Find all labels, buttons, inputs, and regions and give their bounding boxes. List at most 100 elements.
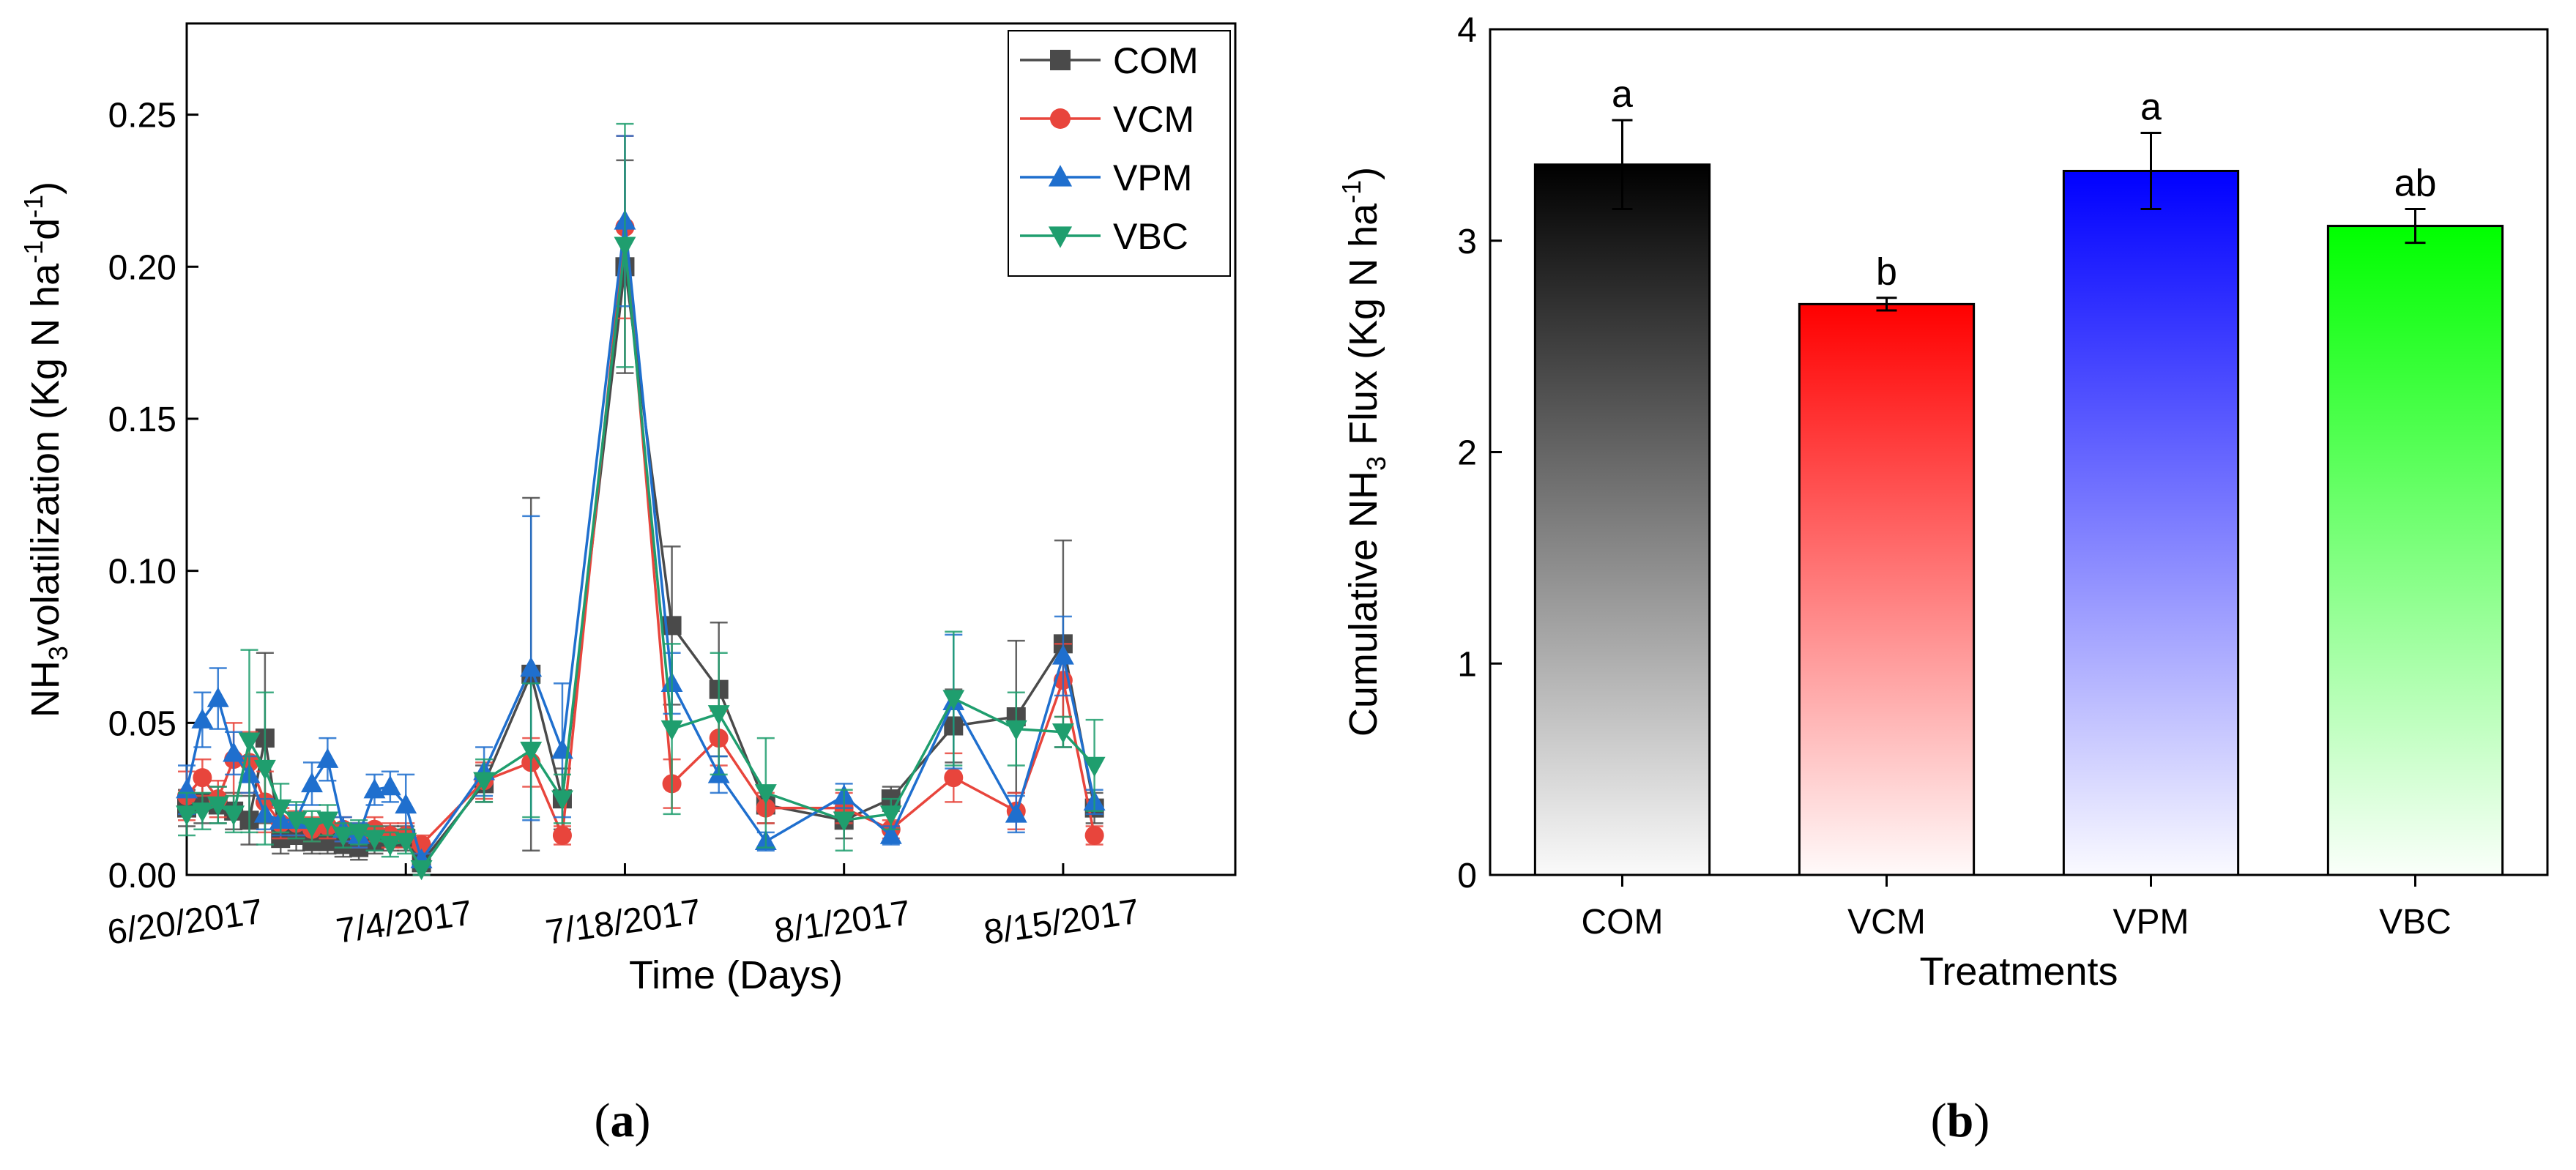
y-tick-label-a: 0.20 bbox=[108, 248, 176, 287]
y-tick-label-a: 0.15 bbox=[108, 400, 176, 439]
x-axis-b: COM VCM VPM VBC bbox=[1582, 875, 2452, 942]
y-axis-b: 0 1 2 3 4 bbox=[1457, 11, 1502, 895]
data-point-vpm bbox=[1005, 802, 1027, 823]
series-group-a bbox=[176, 122, 1106, 881]
legend-marker-vcm bbox=[1050, 108, 1071, 129]
data-point-vbc bbox=[301, 817, 323, 838]
legend-label-vbc: VBC bbox=[1113, 216, 1188, 257]
data-point-vpm bbox=[191, 708, 214, 729]
significance-letter-vpm: a bbox=[2140, 86, 2162, 128]
legend-label-vcm: VCM bbox=[1113, 99, 1194, 140]
x-axis-a: 6/20/2017 7/4/2017 7/18/2017 8/1/2017 8/15/2… bbox=[105, 863, 1142, 953]
x-axis-label-a: Time (Days) bbox=[629, 953, 843, 997]
panel-label-a: (a) bbox=[595, 1094, 651, 1147]
data-point-vbc bbox=[942, 690, 965, 710]
data-point-vbc bbox=[1083, 756, 1106, 778]
data-point-vpm bbox=[206, 687, 229, 707]
data-point-vbc bbox=[1051, 723, 1074, 744]
data-point-vbc bbox=[833, 811, 855, 832]
data-point-vpm bbox=[316, 748, 339, 768]
y-tick-label-a: 0.25 bbox=[108, 97, 176, 135]
x-tick-label-a: 8/1/2017 bbox=[772, 893, 912, 950]
legend-a: COM VCM VPM VBC bbox=[1008, 30, 1231, 277]
data-point-vbc bbox=[332, 827, 354, 847]
bar-vbc bbox=[2326, 225, 2504, 876]
data-point-vbc bbox=[660, 720, 683, 741]
data-point-vbc bbox=[223, 805, 245, 826]
y-tick-label-b: 3 bbox=[1457, 223, 1477, 261]
significance-letter-vbc: ab bbox=[2394, 162, 2437, 204]
x-tick-label-b: VCM bbox=[1847, 903, 1926, 942]
x-tick-label-a: 6/20/2017 bbox=[105, 893, 265, 953]
data-point-vbc bbox=[551, 790, 573, 811]
y-axis-label-b: Cumulative NH3 Flux (Kg N ha-1) bbox=[1336, 167, 1391, 737]
bar-vpm bbox=[2062, 169, 2240, 876]
line-chart-a: 0.00 0.05 0.10 0.15 0.20 0.25 6/20/2017 7/4/20… bbox=[18, 22, 1237, 1147]
legend-label-com: COM bbox=[1113, 40, 1199, 81]
data-point-vbc bbox=[707, 705, 730, 726]
x-tick-label-b: COM bbox=[1582, 903, 1664, 942]
data-point-vbc bbox=[238, 732, 261, 753]
y-tick-label-b: 0 bbox=[1457, 857, 1477, 895]
legend-marker-vpm bbox=[1048, 165, 1073, 187]
data-point-vbc bbox=[520, 742, 543, 762]
data-point-vpm bbox=[379, 775, 401, 796]
y-tick-label-b: 2 bbox=[1457, 434, 1477, 473]
series-com bbox=[177, 159, 1104, 873]
data-point-vbc bbox=[191, 802, 214, 823]
x-tick-label-b: VBC bbox=[2379, 903, 2452, 942]
data-point-vbc bbox=[1005, 720, 1027, 741]
series-line-vcm bbox=[185, 227, 1096, 846]
bar-com bbox=[1533, 163, 1711, 876]
series-vcm bbox=[177, 135, 1104, 855]
data-point-vbc bbox=[269, 799, 292, 820]
data-point-vbc bbox=[285, 811, 308, 832]
series-vpm bbox=[176, 135, 1106, 868]
data-point-vbc bbox=[395, 832, 417, 853]
bar-vcm bbox=[1798, 302, 1976, 876]
legend-marker-vbc bbox=[1048, 226, 1073, 248]
plot-area-a bbox=[185, 22, 1237, 876]
data-point-vbc bbox=[473, 772, 496, 792]
y-axis-a: 0.00 0.05 0.10 0.15 0.20 0.25 bbox=[108, 97, 198, 895]
legend-label-vpm: VPM bbox=[1113, 157, 1192, 198]
x-tick-label-b: VPM bbox=[2112, 903, 2189, 942]
data-point-vbc bbox=[316, 811, 339, 832]
data-point-vcm bbox=[193, 768, 212, 788]
data-point-vbc bbox=[176, 805, 198, 826]
data-point-vpm bbox=[1051, 644, 1074, 665]
data-point-vpm bbox=[879, 824, 902, 844]
y-tick-label-b: 4 bbox=[1457, 11, 1477, 50]
legend-marker-com bbox=[1050, 50, 1071, 70]
data-point-vcm bbox=[944, 768, 964, 788]
data-point-vpm bbox=[395, 793, 417, 814]
significance-letter-com: a bbox=[1612, 73, 1633, 116]
series-vbc bbox=[176, 122, 1106, 881]
y-tick-label-a: 0.10 bbox=[108, 553, 176, 592]
data-point-vbc bbox=[348, 824, 371, 844]
data-point-vpm bbox=[520, 656, 543, 677]
y-axis-label-a: NH3volatilization (Kg N ha-1d-1) bbox=[18, 182, 73, 718]
x-tick-label-a: 8/15/2017 bbox=[981, 893, 1142, 953]
x-tick-label-a: 7/4/2017 bbox=[334, 893, 474, 950]
data-point-vbc bbox=[363, 830, 386, 850]
data-point-vbc bbox=[253, 759, 276, 780]
data-point-vbc bbox=[206, 796, 229, 817]
data-point-vbc bbox=[410, 860, 433, 881]
data-point-vbc bbox=[379, 835, 401, 857]
data-point-vpm bbox=[223, 742, 245, 762]
y-tick-label-b: 1 bbox=[1457, 645, 1477, 684]
data-point-vpm bbox=[301, 772, 323, 793]
data-point-vpm bbox=[363, 778, 386, 799]
significance-letter-vcm: b bbox=[1876, 251, 1897, 294]
data-point-vbc bbox=[614, 236, 636, 257]
y-tick-label-a: 0.00 bbox=[108, 857, 176, 895]
data-point-vcm bbox=[1084, 826, 1104, 846]
data-point-vbc bbox=[879, 805, 902, 826]
x-axis-label-b: Treatments bbox=[1919, 950, 2118, 994]
x-tick-label-a: 7/18/2017 bbox=[543, 893, 704, 953]
y-tick-label-a: 0.05 bbox=[108, 704, 176, 743]
